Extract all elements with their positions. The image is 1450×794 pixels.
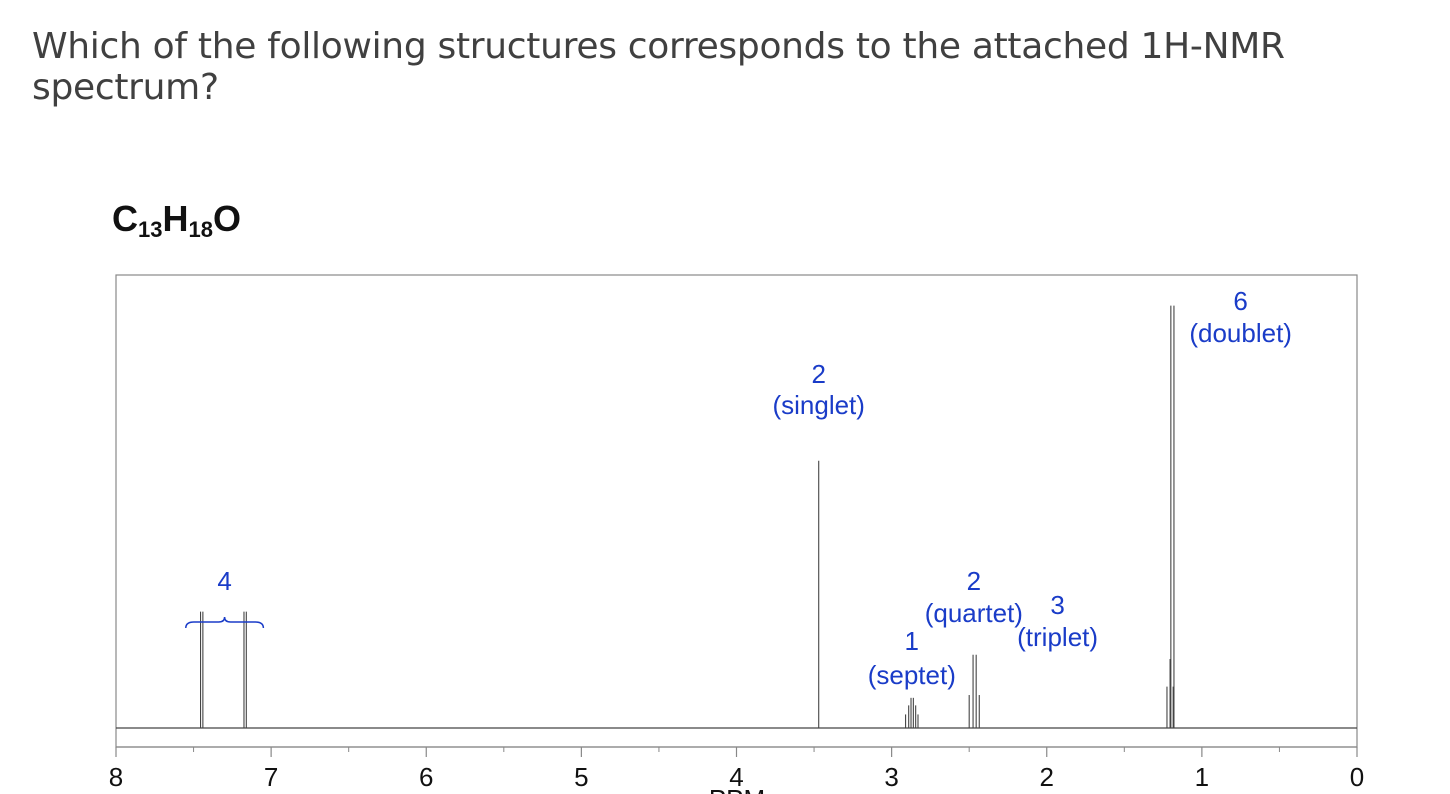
- peak-annotation: (doublet): [1189, 318, 1292, 348]
- formula-carbon-count: 13: [138, 217, 163, 242]
- x-tick-label: 5: [574, 762, 588, 792]
- peak-annotation: 2: [811, 359, 825, 389]
- x-axis-ticks: 8 7 6 5 4 3 2 1 0: [109, 747, 1364, 792]
- peak-annotation: 6: [1233, 286, 1247, 316]
- x-tick-label: 0: [1350, 762, 1364, 792]
- peak-annotation: 1: [905, 626, 919, 656]
- integration-bracket: [185, 616, 265, 629]
- peak-annotation: (septet): [868, 660, 956, 690]
- x-tick-label: 7: [264, 762, 278, 792]
- peak-annotation: (triplet): [1017, 622, 1098, 652]
- molecular-formula: C13H18O: [112, 198, 241, 243]
- x-tick-label: 3: [884, 762, 898, 792]
- peak-annotation: (quartet): [925, 598, 1023, 628]
- annotation-group: 42(singlet)1(septet)2(quartet) 3(triplet)…: [185, 286, 1292, 690]
- peak-annotation: (singlet): [772, 390, 864, 420]
- x-axis-label: PPM: [709, 784, 765, 794]
- formula-carbon: C: [112, 198, 138, 239]
- formula-oxygen: O: [212, 198, 241, 239]
- peak-annotation: 4: [217, 566, 231, 596]
- x-tick-label: 6: [419, 762, 433, 792]
- x-tick-label: 2: [1040, 762, 1054, 792]
- x-tick-label: 8: [109, 762, 123, 792]
- x-tick-label: 4: [729, 762, 743, 792]
- peak-annotation: 2: [967, 566, 981, 596]
- formula-hydrogen: H: [162, 198, 189, 239]
- peak-annotation: 3: [1050, 590, 1064, 620]
- formula-hydrogen-count: 18: [188, 217, 213, 242]
- x-tick-label: 1: [1195, 762, 1209, 792]
- peak-group: [199, 305, 1175, 728]
- question-text: Which of the following structures corres…: [32, 26, 1285, 108]
